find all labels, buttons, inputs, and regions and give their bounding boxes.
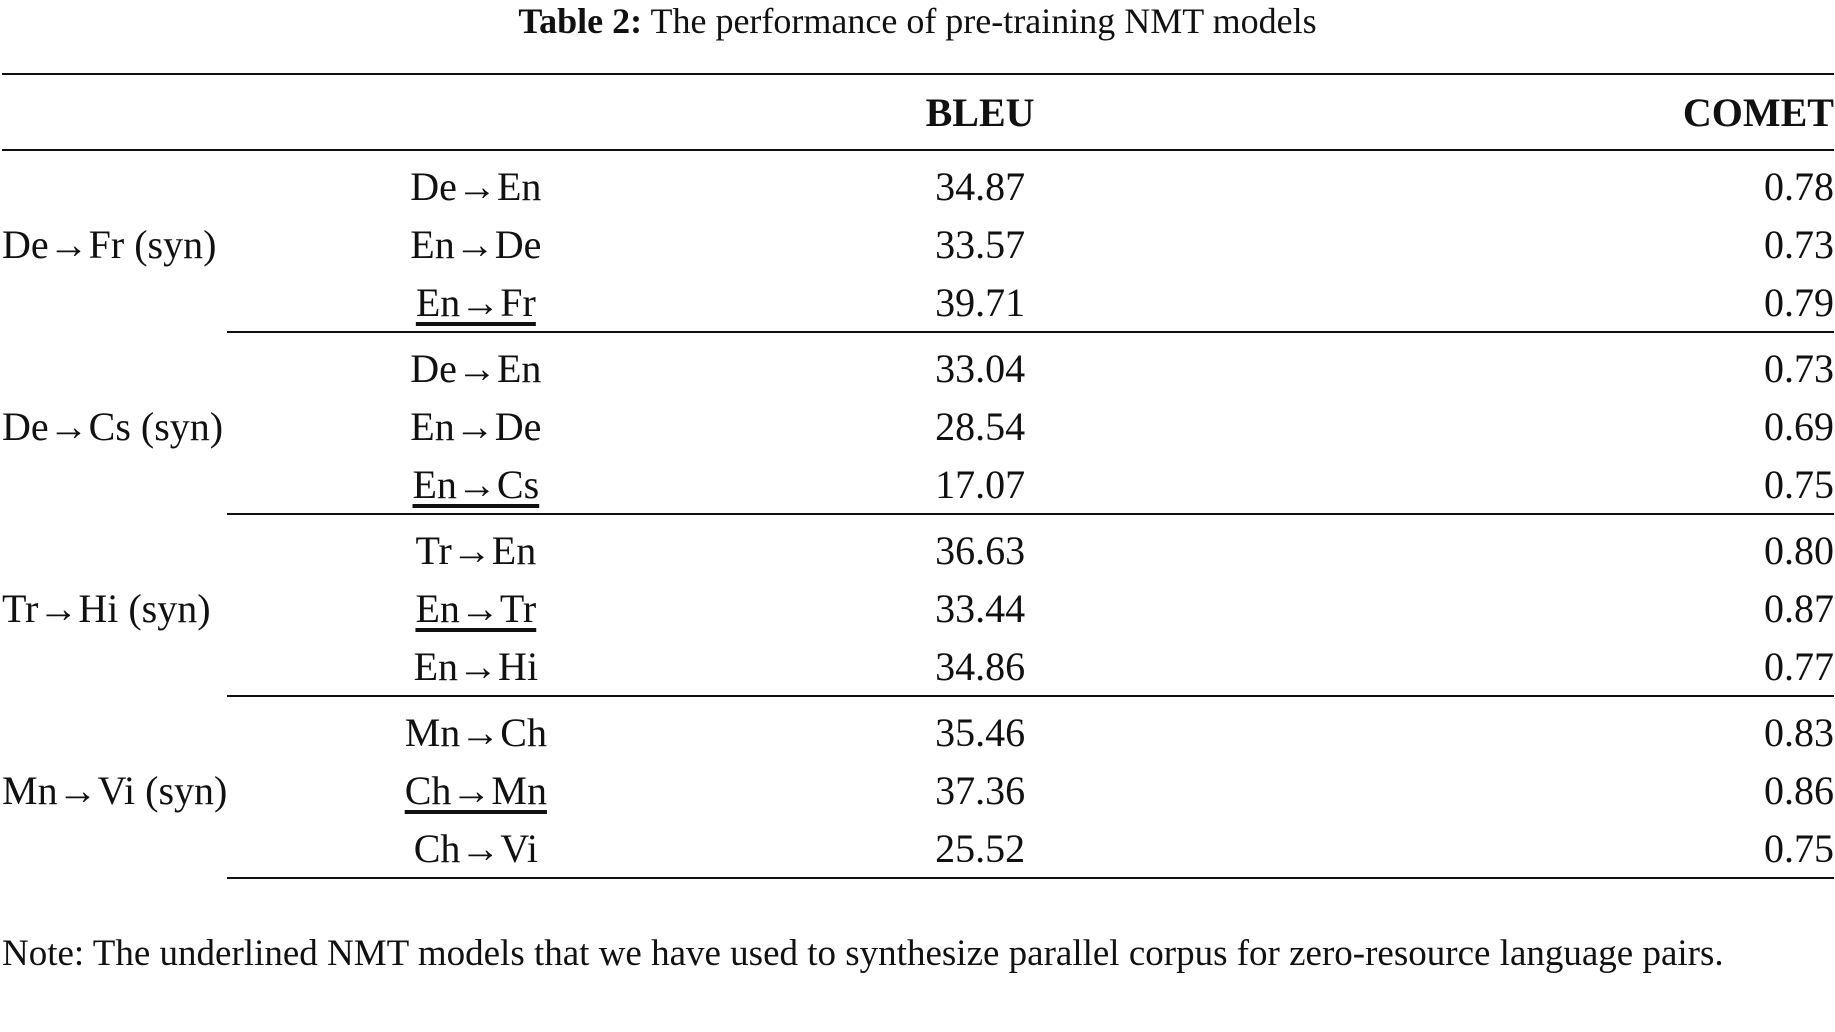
table-row: De→Fr (syn) De→En 34.87 0.78 <box>2 150 1834 268</box>
comet-cell: 0.75 <box>1235 455 1834 515</box>
bleu-cell: 36.63 <box>935 527 1026 573</box>
model-name: En→De <box>410 403 542 449</box>
model-name: En→De <box>410 221 542 267</box>
table-row: En→Tr 33.44 0.87 <box>2 579 1834 637</box>
table-row: Mn→Vi (syn) Mn→Ch 35.46 0.83 <box>2 696 1834 813</box>
model-cell: Mn→Ch <box>227 696 724 761</box>
bleu-cell: 33.04 <box>935 345 1026 391</box>
model-name: De→En <box>410 345 542 391</box>
group-label: De→Fr (syn) <box>2 222 217 267</box>
model-cell: En→Tr <box>227 579 724 637</box>
caption-text: The performance of pre-training NMT mode… <box>650 1 1317 41</box>
model-cell: De→En <box>227 150 724 215</box>
comet-cell: 0.78 <box>1764 163 1834 209</box>
comet-cell: 0.77 <box>1235 637 1834 697</box>
bleu-cell: 34.87 <box>935 163 1026 209</box>
model-cell: En→Hi <box>227 637 725 697</box>
table-body: De→Fr (syn) De→En 34.87 0.78 En→De 33.57 0.73 E… <box>2 150 1834 879</box>
model-name: Ch→Mn <box>404 767 547 813</box>
group-label: Tr→Hi (syn) <box>2 585 211 631</box>
table-note: Note: The underlined NMT models that we … <box>2 933 1724 974</box>
table-row: Ch→Vi 25.52 0.75 <box>2 819 1834 879</box>
group-label: De→Cs (syn) <box>2 403 224 449</box>
table-header: BLEU COMET <box>2 73 1834 151</box>
model-name: De→En <box>410 163 542 209</box>
comet-cell: 0.73 <box>1764 221 1834 267</box>
comet-cell: 0.73 <box>1764 345 1834 391</box>
model-cell: De→En <box>227 332 724 397</box>
model-name: Ch→Vi <box>413 825 538 871</box>
results-table: BLEU COMET De→Fr (syn) De→En 34.87 0.78 En→D… <box>2 73 1834 879</box>
caption-label: Table 2: <box>518 1 643 41</box>
comet-cell: 0.69 <box>1764 403 1834 449</box>
header-group <box>2 73 228 151</box>
bleu-cell: 33.44 <box>935 585 1026 631</box>
bleu-cell: 37.36 <box>935 767 1026 813</box>
model-cell: En→De <box>227 397 724 455</box>
model-cell: Ch→Mn <box>227 761 724 819</box>
table-row: En→Cs 17.07 0.75 <box>2 455 1834 515</box>
table-caption: Table 2: The performance of pre-training… <box>0 0 1835 50</box>
model-cell: En→Fr <box>227 273 725 333</box>
bleu-cell: 17.07 <box>724 455 1236 515</box>
model-cell: En→De <box>227 215 724 273</box>
table-row: Ch→Mn 37.36 0.86 <box>2 761 1834 819</box>
comet-cell: 0.79 <box>1235 273 1834 333</box>
model-cell: Ch→Vi <box>227 819 725 879</box>
bleu-cell: 34.86 <box>724 637 1236 697</box>
table-row: De→Cs (syn) De→En 33.04 0.73 <box>2 332 1834 449</box>
bleu-cell: 25.52 <box>724 819 1236 879</box>
model-name: Tr→En <box>415 527 537 573</box>
table-row: En→De 28.54 0.69 <box>2 397 1834 455</box>
comet-cell: 0.87 <box>1764 585 1834 631</box>
header-model <box>227 73 725 151</box>
bleu-cell: 33.57 <box>935 221 1026 267</box>
comet-cell: 0.86 <box>1764 767 1834 813</box>
comet-cell: 0.80 <box>1764 527 1834 573</box>
comet-cell: 0.83 <box>1764 709 1834 755</box>
header-comet: COMET <box>1235 73 1834 151</box>
header-row: BLEU COMET <box>2 73 1834 151</box>
table-row: En→Fr 39.71 0.79 <box>2 273 1834 333</box>
table-row: Tr→Hi (syn) Tr→En 36.63 0.80 <box>2 514 1834 631</box>
header-bleu: BLEU <box>724 73 1236 151</box>
bleu-cell: 39.71 <box>724 273 1236 333</box>
bleu-cell: 35.46 <box>935 709 1026 755</box>
bleu-cell: 28.54 <box>935 403 1026 449</box>
table-row: En→Hi 34.86 0.77 <box>2 637 1834 697</box>
model-name: Mn→Ch <box>404 709 547 755</box>
model-name: En→Hi <box>413 643 539 689</box>
model-name: En→Tr <box>415 585 537 631</box>
model-cell: En→Cs <box>227 455 725 515</box>
model-name: En→Cs <box>412 461 540 507</box>
comet-cell: 0.75 <box>1235 819 1834 879</box>
group-label: Mn→Vi (syn) <box>2 767 228 813</box>
table-row: En→De 33.57 0.73 <box>2 215 1834 273</box>
model-name: En→Fr <box>415 279 536 325</box>
model-cell: Tr→En <box>227 514 724 579</box>
